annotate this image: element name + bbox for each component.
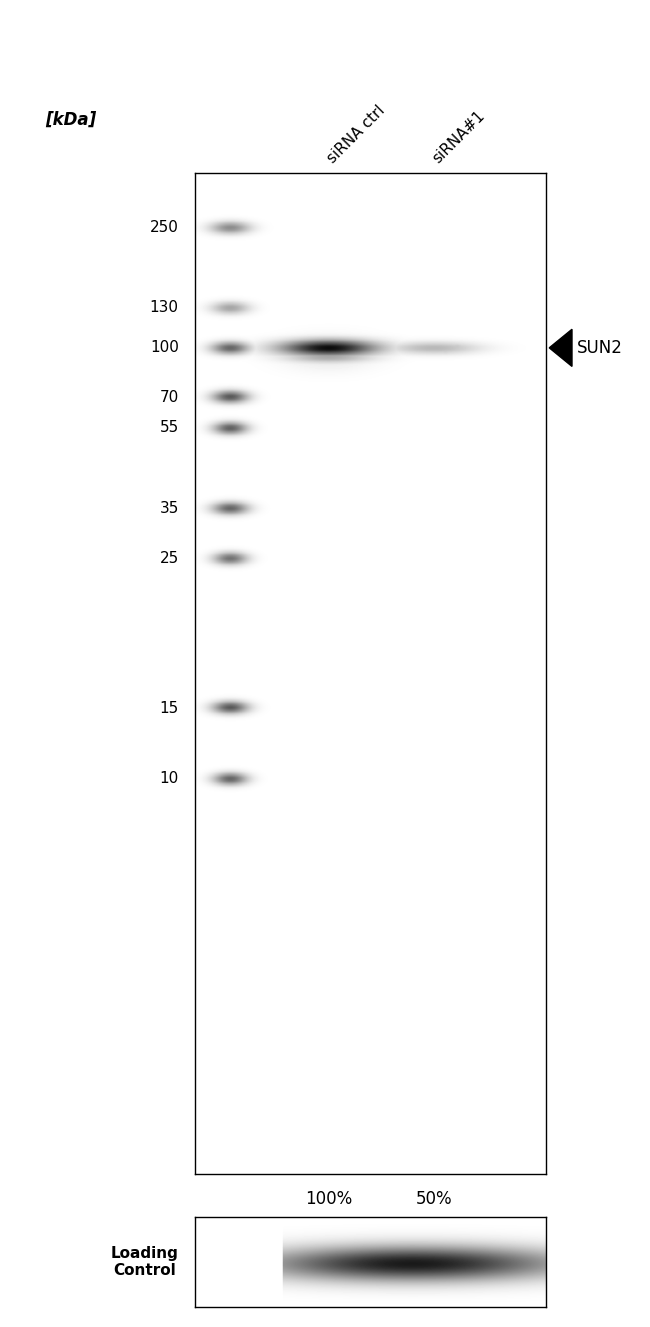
Text: 130: 130: [150, 300, 179, 316]
Text: 10: 10: [159, 771, 179, 786]
Text: 15: 15: [159, 701, 179, 717]
Text: 250: 250: [150, 220, 179, 235]
Text: 100%: 100%: [305, 1190, 352, 1209]
Text: 35: 35: [159, 500, 179, 516]
Text: siRNA#1: siRNA#1: [430, 107, 488, 166]
Text: 50%: 50%: [415, 1190, 452, 1209]
Text: [kDa]: [kDa]: [46, 110, 97, 129]
Text: Loading
Control: Loading Control: [111, 1246, 179, 1278]
Text: siRNA ctrl: siRNA ctrl: [324, 102, 387, 166]
Text: 70: 70: [159, 390, 179, 406]
Text: 25: 25: [159, 551, 179, 565]
Text: 55: 55: [159, 421, 179, 435]
Text: 100: 100: [150, 340, 179, 356]
Text: SUN2: SUN2: [577, 338, 623, 357]
